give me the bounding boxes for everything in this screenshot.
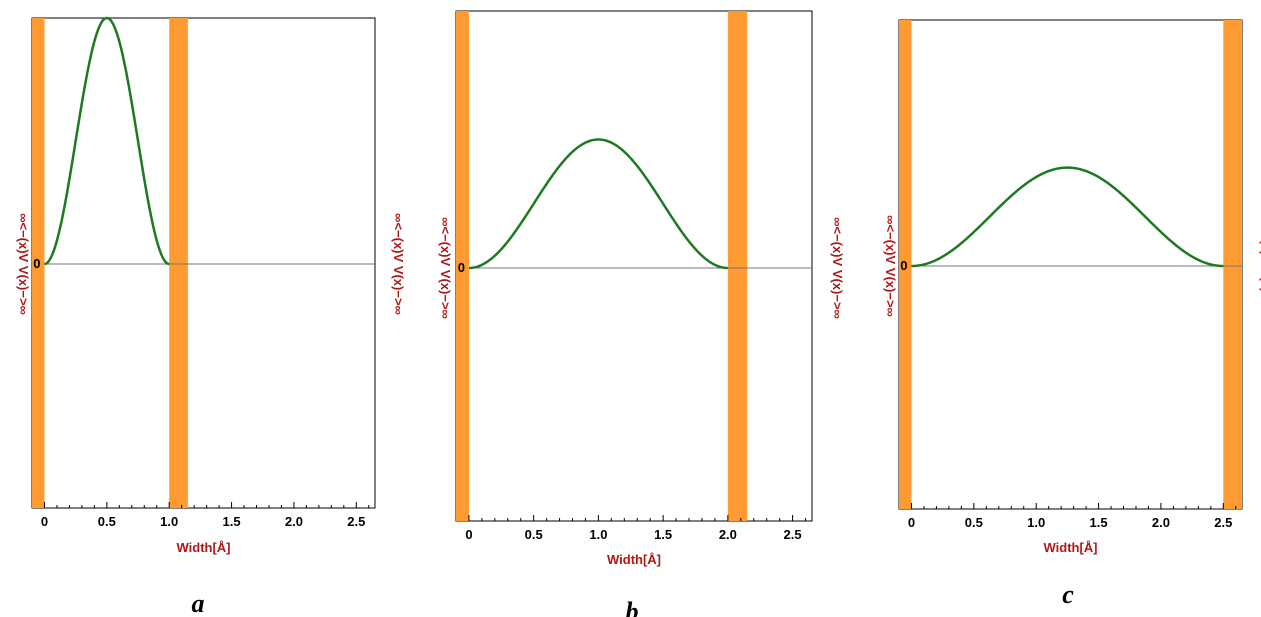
chart-panel-b: 0 0 0.5 1.0 1.5 2.0 2.5 Width[Å] ∞<−(x)V V(x)−>∞… — [438, 10, 845, 617]
x-tick-label: 2.5 — [1214, 515, 1232, 530]
left-wall — [32, 18, 45, 508]
right-wall — [1223, 20, 1242, 509]
probability-curve — [468, 138, 728, 270]
left-wall-label: ∞<−(x)V V(x)−>∞ — [438, 217, 453, 319]
x-tick-label: 2.5 — [347, 514, 365, 529]
x-tick-label: 0.5 — [525, 527, 543, 542]
left-wall-label: ∞<−(x)V V(x)−>∞ — [883, 215, 898, 317]
panel-letter: c — [1062, 580, 1074, 609]
x-axis-label: Width[Å] — [607, 552, 661, 567]
x-tick-label: 2.0 — [719, 527, 737, 542]
chart-panel-c: 0 0 0.5 1.0 1.5 2.0 2.5 Width[Å] ∞<−(x)V V(x)−>∞… — [883, 19, 1261, 609]
x-tick-label: 2.0 — [285, 514, 303, 529]
right-wall-label: ∞<−(x)V V(x)−>∞ — [391, 213, 406, 315]
right-wall — [727, 11, 748, 521]
chart-panel-a: 0 0 0.5 1.0 1.5 2.0 2.5 Width[Å] ∞<−(x)V V(x)−>∞… — [16, 16, 406, 617]
x-tick-label: 1.5 — [223, 514, 241, 529]
x-tick-label: 0.5 — [98, 514, 116, 529]
zero-label: 0 — [458, 260, 465, 275]
plot-frame — [898, 19, 1243, 510]
x-tick-label: 0 — [41, 514, 48, 529]
x-tick-label: 0 — [908, 515, 915, 530]
plot-frame — [455, 10, 813, 522]
left-wall-label: ∞<−(x)V V(x)−>∞ — [16, 213, 31, 315]
x-tick-label: 2.5 — [784, 527, 802, 542]
x-tick-label: 1.0 — [1027, 515, 1045, 530]
x-tick-label: 1.0 — [160, 514, 178, 529]
right-wall-label: ∞<−(x)V V(x)−>∞ — [830, 217, 845, 319]
left-wall — [899, 20, 912, 509]
plot-frame — [31, 17, 376, 509]
x-tick-label: 0.5 — [965, 515, 983, 530]
left-wall — [456, 11, 469, 521]
x-tick-label: 1.5 — [654, 527, 672, 542]
x-tick-label: 0 — [465, 527, 472, 542]
x-tick-label: 1.5 — [1090, 515, 1108, 530]
x-tick-label: 1.0 — [589, 527, 607, 542]
right-wall — [169, 18, 188, 508]
right-wall-label: ∞<−(x)V V(x)−>∞ — [1259, 215, 1261, 317]
x-axis-label: Width[Å] — [176, 540, 230, 555]
zero-label: 0 — [33, 256, 40, 271]
zero-label: 0 — [900, 258, 907, 273]
probability-curve — [911, 166, 1224, 268]
probability-curve — [44, 16, 170, 266]
x-tick-label: 2.0 — [1152, 515, 1170, 530]
panel-letter: a — [192, 589, 205, 617]
x-axis-label: Width[Å] — [1043, 540, 1097, 555]
panel-letter: b — [626, 597, 639, 617]
